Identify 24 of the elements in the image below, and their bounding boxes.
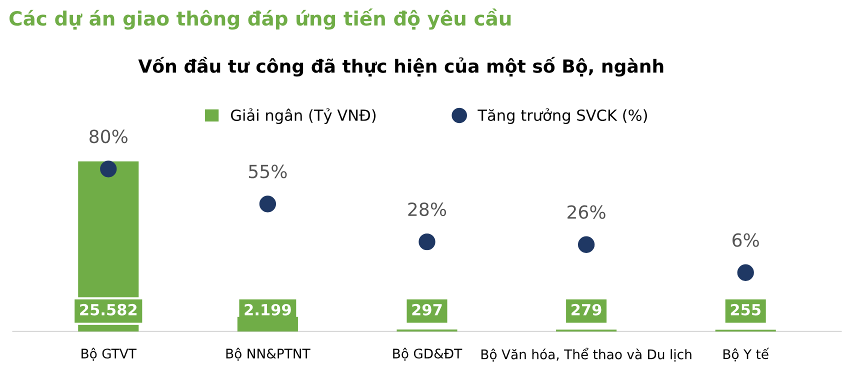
data-label: 279	[572, 304, 602, 316]
point	[737, 264, 754, 281]
data-label: 80%	[90, 130, 128, 144]
data-label: 55%	[249, 164, 287, 178]
chart-title: Các dự án giao thông đáp ứng tiến độ yêu cầu	[10, 8, 511, 30]
x-tick-label: Bộ NN&PTNT	[226, 348, 310, 361]
x-tick-label: Bộ GD&ĐT	[393, 348, 462, 361]
data-label: 6%	[732, 233, 759, 247]
data-label: 297	[412, 304, 442, 316]
x-tick-label: Bộ GTVT	[82, 348, 137, 361]
legend-label: Tăng trưởng SVCK (%)	[478, 108, 647, 124]
point	[259, 196, 276, 212]
chart-subtitle: Vốn đầu tư công đã thực hiện của một số Bộ, ngành	[138, 56, 664, 77]
data-label: 25.582	[80, 304, 137, 316]
point	[578, 236, 595, 253]
x-tick-label: Bộ Văn hóa, Thể thao và Du lịch	[481, 348, 692, 362]
point	[100, 160, 117, 178]
point	[418, 233, 436, 250]
legend-label: Giải ngân (Tỷ VNĐ)	[231, 108, 376, 124]
x-tick-label: Bộ Y tế	[723, 348, 770, 362]
data-label: 26%	[568, 205, 606, 219]
data-label: 2.199	[244, 304, 291, 316]
data-label: 255	[730, 304, 760, 316]
data-label: 28%	[408, 202, 446, 216]
